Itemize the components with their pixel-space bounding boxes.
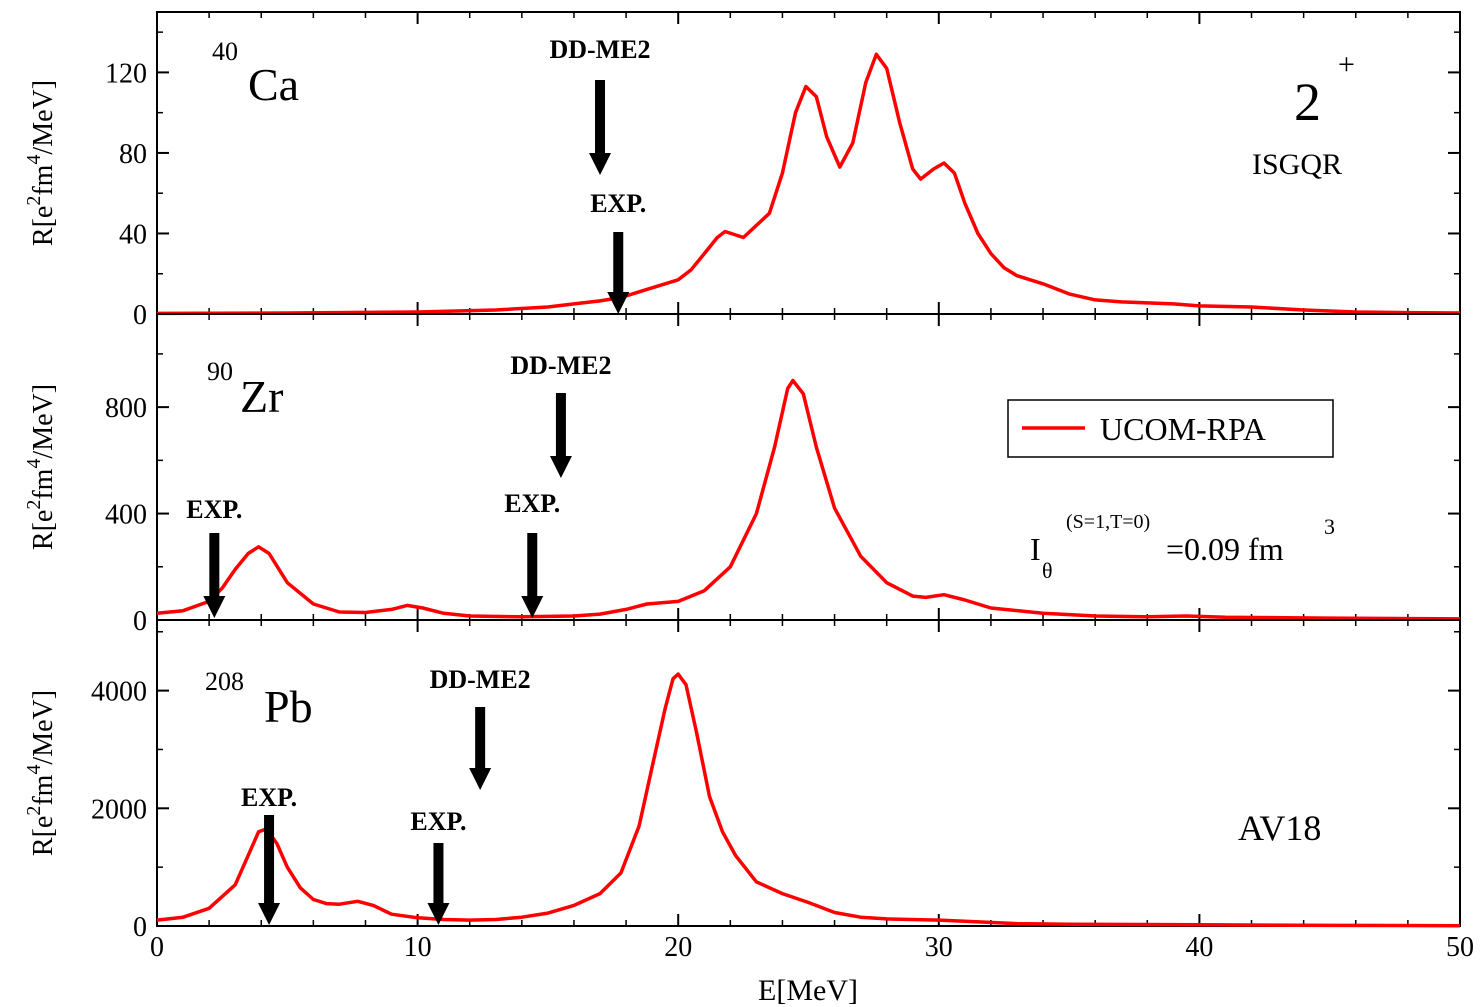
x-tick-label: 50	[1446, 932, 1474, 963]
y-tick-label: 120	[105, 58, 147, 89]
y-tick-label: 4000	[91, 677, 147, 708]
annotation-label: DD-ME2	[549, 35, 650, 64]
y-tick-label: 80	[119, 139, 147, 170]
x-tick-label: 30	[925, 932, 953, 963]
y-axis-label-part: /MeV]	[28, 690, 59, 765]
panel-frame	[156, 619, 1461, 927]
y-tick-label: 40	[119, 219, 147, 250]
curve	[156, 52, 1461, 316]
panel-frame	[156, 313, 1461, 621]
y-axis-label-part: R[e	[28, 206, 59, 246]
annotation-label: DD-ME2	[430, 665, 531, 694]
element: Pb	[264, 681, 313, 732]
x-axis-label: E[MeV]	[758, 974, 858, 1007]
y-axis-label: R[e2fm4/MeV]	[23, 384, 59, 550]
arrow	[549, 393, 572, 478]
mass-number: 90	[207, 357, 233, 386]
annotation-label: EXP.	[186, 495, 242, 524]
panel-2-texts: 90 Zr I θ (S=1,T=0) =0.09 fm 3	[207, 357, 1335, 583]
arrow	[258, 815, 281, 925]
y-axis-label-part: fm	[28, 774, 59, 805]
x-tick-label: 20	[664, 932, 692, 963]
y-axis-label-sup: 4	[23, 765, 45, 775]
curve	[156, 378, 1461, 621]
y-axis-label-part: R[e	[28, 816, 59, 856]
y-tick-label: 0	[133, 606, 147, 637]
x-tick-label: 0	[150, 932, 164, 963]
arrow	[469, 707, 492, 790]
mass-number: 208	[205, 667, 244, 696]
panel-3-texts: 208 Pb AV18 E[MeV]	[205, 667, 1321, 1007]
annotation-label: EXP.	[241, 783, 297, 812]
y-axis-label-sup: 2	[23, 500, 45, 510]
y-axis-label-part: fm	[28, 164, 59, 195]
arrow	[521, 533, 544, 618]
element: Ca	[248, 59, 299, 110]
arrow	[427, 843, 450, 925]
multipole-sup: +	[1338, 48, 1355, 81]
y-tick-label: 2000	[91, 794, 147, 825]
y-tick-label: 0	[133, 912, 147, 943]
element: Zr	[240, 371, 283, 422]
y-axis-label-part: fm	[28, 468, 59, 499]
coupling-base: I	[1030, 531, 1041, 567]
coupling-sub: θ	[1042, 558, 1053, 583]
curve	[156, 672, 1461, 928]
y-axis-label-sup: 4	[23, 155, 45, 165]
multipole: 2	[1294, 72, 1321, 132]
coupling-value: =0.09 fm	[1166, 531, 1284, 567]
mass-number: 40	[212, 37, 238, 66]
coupling-sup: 3	[1324, 514, 1335, 539]
y-tick-label: 0	[133, 300, 147, 331]
x-tick-label: 10	[404, 932, 432, 963]
y-axis-label: R[e2fm4/MeV]	[23, 80, 59, 246]
x-tick-label: 40	[1185, 932, 1213, 963]
y-axis-label-part: R[e	[28, 510, 59, 550]
interaction: AV18	[1238, 808, 1321, 848]
legend-label: UCOM-RPA	[1100, 411, 1266, 447]
arrow	[203, 533, 226, 618]
coupling-sup: (S=1,T=0)	[1066, 511, 1150, 533]
panel-1-texts: 40 Ca 2 + ISGQR	[212, 37, 1355, 181]
y-tick-label: 400	[105, 500, 147, 531]
y-axis-label-part: /MeV]	[28, 384, 59, 459]
mode: ISGQR	[1252, 148, 1342, 181]
arrow	[589, 80, 612, 175]
annotation-label: EXP.	[590, 189, 646, 218]
y-axis-label-sup: 2	[23, 196, 45, 206]
y-axis-label-sup: 2	[23, 806, 45, 816]
y-tick-label: 800	[105, 393, 147, 424]
y-axis-label-sup: 4	[23, 459, 45, 469]
y-axis-label-part: /MeV]	[28, 80, 59, 155]
arrow	[607, 232, 630, 314]
annotation-label: EXP.	[504, 489, 560, 518]
y-axis-label: R[e2fm4/MeV]	[23, 690, 59, 856]
annotation-label: DD-ME2	[510, 351, 611, 380]
annotation-label: EXP.	[410, 807, 466, 836]
